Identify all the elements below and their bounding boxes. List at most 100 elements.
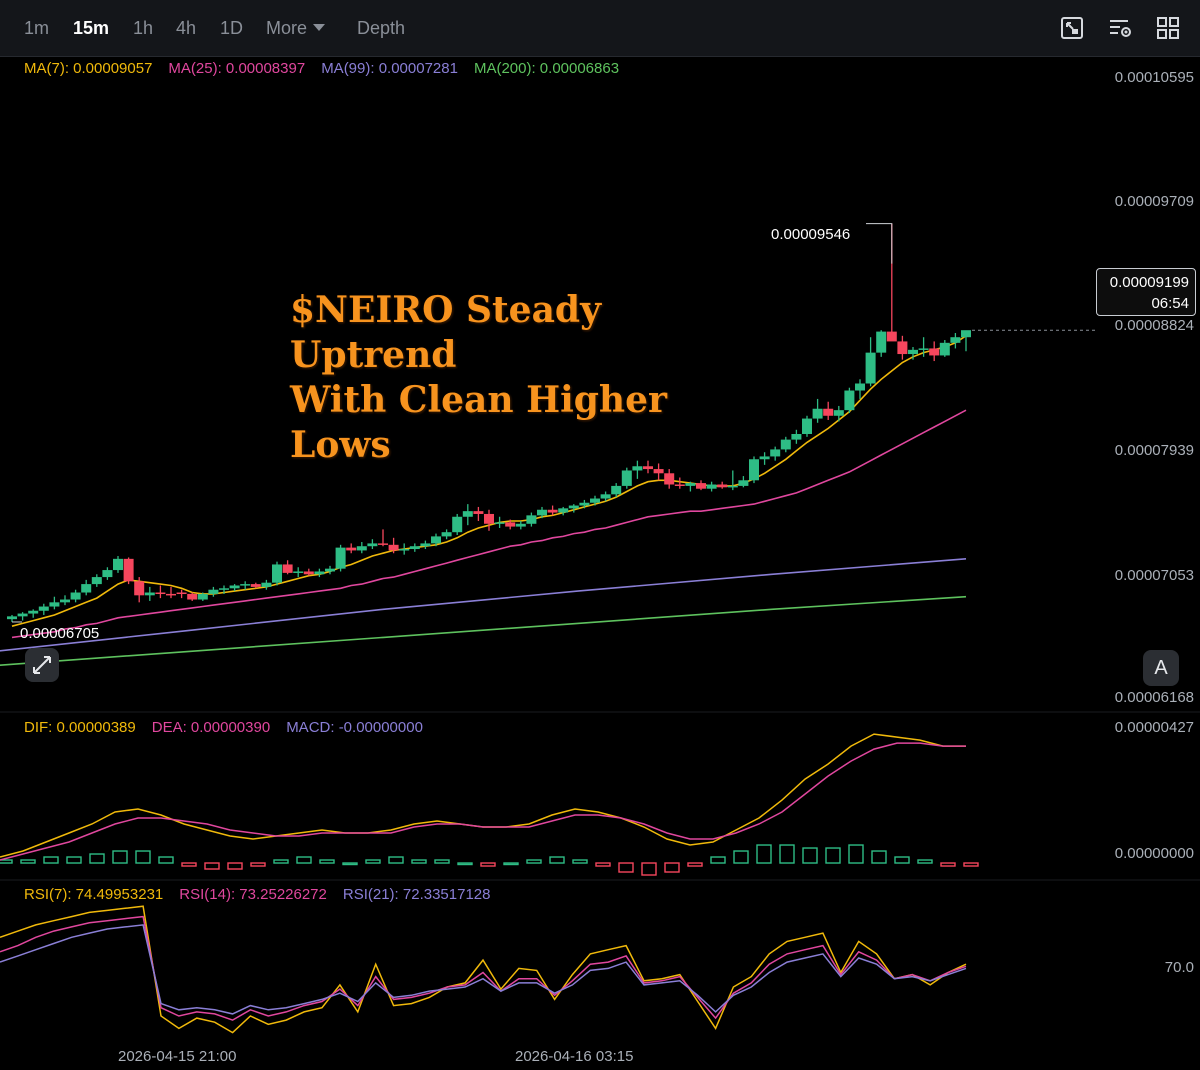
macd-histogram-bar <box>457 862 473 866</box>
macd-histogram-bar <box>411 859 427 864</box>
ma7-legend: MA(7): 0.00009057 <box>24 60 153 77</box>
macd-histogram-bar <box>158 856 174 864</box>
high-price-marker: 0.00009546 <box>771 226 851 243</box>
current-price-value: 0.00009199 <box>1109 274 1189 291</box>
ma200-legend: MA(200): 0.00006863 <box>473 60 620 77</box>
candle-body <box>897 341 908 355</box>
price-tick: 0.00008824 <box>1114 317 1194 334</box>
candle-body <box>399 549 410 551</box>
dea-legend: DEA: 0.00000390 <box>151 719 271 736</box>
candle-body <box>473 511 484 514</box>
depth-tab[interactable]: Depth <box>357 18 406 38</box>
candle-body <box>388 544 399 551</box>
rsi-line-rsi7 <box>0 905 967 1034</box>
candle-body <box>759 456 770 460</box>
indicator-settings-icon[interactable] <box>1108 16 1132 40</box>
candle-body <box>134 581 145 596</box>
candle-body <box>950 337 961 343</box>
macd-line-dif <box>0 733 966 858</box>
candle-body <box>886 331 897 342</box>
candle-body <box>81 584 92 593</box>
macd-histogram-bar <box>503 862 519 866</box>
macd-value-legend: MACD: -0.00000000 <box>286 719 423 736</box>
toolbar: 1m 15m 1h 4h 1D More Depth <box>0 0 1200 57</box>
candle-body <box>674 484 685 487</box>
more-dropdown[interactable]: More <box>266 18 326 39</box>
macd-histogram-bar <box>0 859 13 864</box>
candle-body <box>579 502 590 506</box>
macd-tick: 0.00000000 <box>1114 845 1194 862</box>
candle-body <box>378 543 388 545</box>
macd-histogram-bar <box>710 856 726 864</box>
more-label: More <box>266 18 308 38</box>
candle-body <box>452 516 463 533</box>
macd-histogram-bar <box>480 862 496 867</box>
candle-body <box>738 480 749 486</box>
candle-body <box>187 593 198 600</box>
candle-body <box>621 470 632 486</box>
auto-scale-button[interactable]: A <box>1143 650 1179 686</box>
macd-histogram-bar <box>756 844 772 864</box>
candle-countdown: 06:54 <box>1151 295 1189 312</box>
dif-legend: DIF: 0.00000389 <box>24 719 136 736</box>
macd-histogram-bar <box>365 859 381 864</box>
candle-body <box>568 505 579 509</box>
overlay-title-line1: $NEIRO Steady Uptrend <box>290 289 601 376</box>
rsi14-legend: RSI(14): 73.25226272 <box>179 886 327 903</box>
macd-histogram-bar <box>273 859 289 864</box>
timeframe-1m[interactable]: 1m <box>24 18 50 38</box>
candle-body <box>17 613 28 617</box>
candle-body <box>325 568 335 572</box>
candle-body <box>70 592 81 600</box>
ma-legend: MA(7): 0.00009057 MA(25): 0.00008397 MA(99… <box>24 60 635 77</box>
macd-line-dea <box>0 742 966 861</box>
candle-body <box>250 584 261 587</box>
candle-body <box>282 564 293 573</box>
candle-body <box>685 483 696 486</box>
macd-histogram-bar <box>779 844 795 864</box>
candle-body <box>908 349 918 355</box>
candle-body <box>441 532 452 537</box>
timeframe-15m[interactable]: 15m <box>73 18 110 38</box>
candle-body <box>749 459 759 481</box>
candle-body <box>632 466 643 471</box>
candle-body <box>780 439 791 450</box>
macd-histogram-bar <box>687 862 703 867</box>
timeframe-1d[interactable]: 1D <box>220 18 244 38</box>
candle-body <box>865 352 876 384</box>
macd-histogram-bar <box>963 862 979 867</box>
candle-body <box>706 484 717 489</box>
macd-histogram-bar <box>940 862 956 867</box>
chevron-down-icon <box>313 24 326 32</box>
candle-body <box>102 570 113 578</box>
candle-body <box>91 577 102 585</box>
ma-line-ma200 <box>0 595 967 666</box>
layout-grid-icon[interactable] <box>1156 16 1180 40</box>
overlay-title-line2: With Clean Higher Lows <box>290 379 667 466</box>
candle-body <box>961 330 971 338</box>
macd-histogram-bar <box>112 850 128 864</box>
rsi-line-rsi14 <box>0 915 967 1021</box>
candle-body <box>526 515 537 524</box>
candle-body <box>515 523 526 527</box>
timeframe-4h[interactable]: 4h <box>176 18 197 38</box>
candle-body <box>272 564 282 583</box>
macd-histogram-bar <box>20 859 36 864</box>
chart-settings-icon[interactable] <box>1060 16 1084 40</box>
time-tick: 2026-04-15 21:00 <box>118 1048 237 1065</box>
timeframe-1h[interactable]: 1h <box>133 18 154 38</box>
candle-body <box>494 522 505 524</box>
macd-histogram-bar <box>641 862 657 876</box>
candle-body <box>918 348 929 350</box>
candle-body <box>38 606 49 611</box>
fullscreen-button[interactable] <box>25 648 59 682</box>
candle-body <box>664 473 675 485</box>
candle-body <box>696 483 706 489</box>
candle-body <box>346 547 357 551</box>
candle-body <box>537 509 547 516</box>
candle-body <box>484 513 494 524</box>
candle-body <box>123 558 134 582</box>
ma25-legend: MA(25): 0.00008397 <box>168 60 306 77</box>
candle-body <box>600 494 611 499</box>
